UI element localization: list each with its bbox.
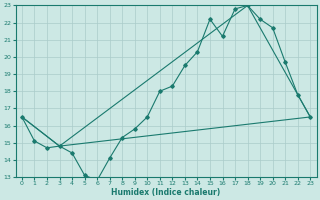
X-axis label: Humidex (Indice chaleur): Humidex (Indice chaleur) — [111, 188, 221, 197]
